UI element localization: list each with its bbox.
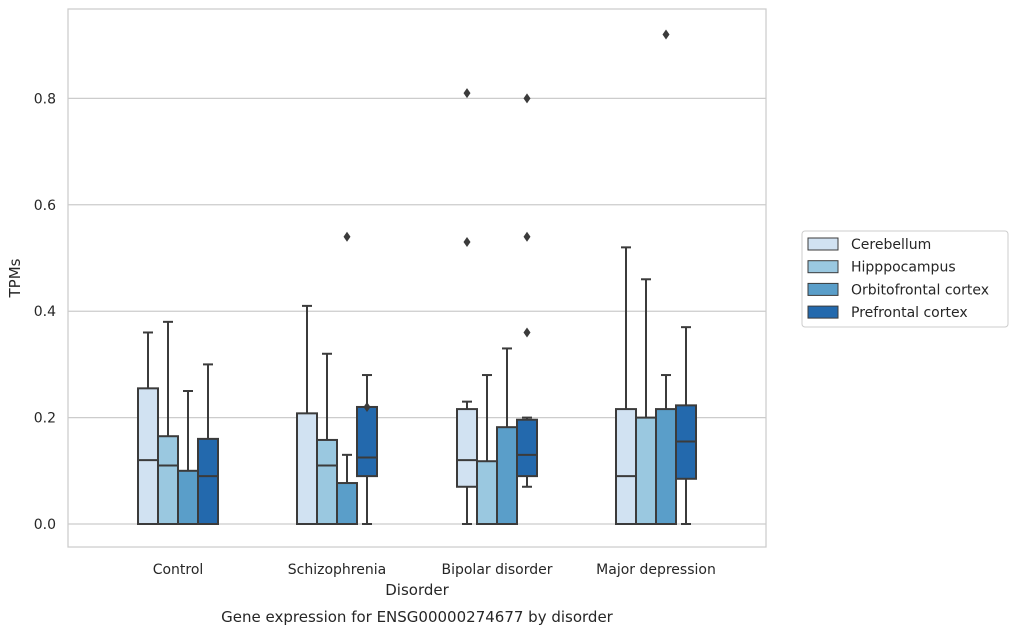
outlier-point bbox=[463, 88, 471, 99]
box-cerebellum bbox=[296, 304, 318, 525]
y-tick-label: 0.8 bbox=[34, 91, 56, 107]
box-hipppocampus bbox=[635, 278, 657, 526]
legend-label: Hipppocampus bbox=[851, 260, 956, 276]
x-tick-label: Control bbox=[153, 562, 204, 578]
box-hipppocampus bbox=[316, 352, 338, 525]
legend-swatch bbox=[807, 282, 839, 296]
y-tick-label: 0.6 bbox=[34, 198, 56, 214]
y-tick-label: 0.0 bbox=[34, 517, 56, 533]
box-prefrontal-cortex bbox=[516, 93, 538, 488]
box-body bbox=[177, 469, 199, 525]
box-body bbox=[356, 405, 378, 478]
legend-frame bbox=[801, 230, 1009, 328]
box-body bbox=[615, 408, 637, 526]
x-tick-label: Bipolar disorder bbox=[441, 562, 552, 578]
box-prefrontal-cortex bbox=[675, 326, 697, 525]
outlier-point bbox=[523, 231, 531, 242]
x-tick-label: Major depression bbox=[596, 562, 716, 578]
box-body bbox=[336, 482, 358, 526]
box-cerebellum bbox=[456, 88, 478, 525]
box-orbitofrontal-cortex bbox=[496, 347, 518, 525]
box-body bbox=[296, 412, 318, 525]
outlier-point bbox=[662, 29, 670, 40]
box-orbitofrontal-cortex bbox=[177, 390, 199, 525]
box-body bbox=[157, 435, 179, 525]
x-axis-ticks: Control Schizophrenia Bipolar disorder Majo… bbox=[153, 562, 716, 578]
outlier-point bbox=[363, 401, 371, 412]
box-cerebellum bbox=[137, 331, 159, 525]
box-orbitofrontal-cortex bbox=[336, 231, 358, 526]
legend-label: Orbitofrontal cortex bbox=[851, 282, 989, 298]
outlier-point bbox=[523, 327, 531, 338]
y-axis-label: TPMs bbox=[6, 258, 24, 298]
box-body bbox=[197, 437, 219, 526]
outlier-point bbox=[463, 237, 471, 248]
chart-title: Gene expression for ENSG00000274677 by d… bbox=[221, 608, 614, 626]
plot-frame bbox=[67, 8, 767, 548]
box-hipppocampus bbox=[476, 374, 498, 525]
box-layer bbox=[137, 29, 697, 526]
box-body bbox=[655, 408, 677, 526]
box-body bbox=[476, 460, 498, 525]
legend: Cerebellum Hipppocampus Orbitofrontal cort… bbox=[801, 230, 1009, 328]
box-body bbox=[456, 408, 478, 488]
y-tick-label: 0.4 bbox=[34, 304, 56, 320]
legend-label: Prefrontal cortex bbox=[851, 305, 968, 321]
y-axis-ticks: 0.0 0.2 0.4 0.6 0.8 bbox=[34, 91, 56, 533]
legend-swatch bbox=[807, 237, 839, 251]
box-orbitofrontal-cortex bbox=[655, 29, 677, 526]
box-cerebellum bbox=[615, 246, 637, 526]
legend-swatch bbox=[807, 305, 839, 319]
box-body bbox=[516, 418, 538, 478]
legend-swatch bbox=[807, 260, 839, 274]
box-hipppocampus bbox=[157, 320, 179, 525]
legend-label: Cerebellum bbox=[851, 237, 931, 253]
box-prefrontal-cortex bbox=[197, 363, 219, 526]
x-tick-label: Schizophrenia bbox=[288, 562, 386, 578]
box-body bbox=[635, 416, 657, 526]
y-tick-label: 0.2 bbox=[34, 411, 56, 427]
outlier-point bbox=[523, 93, 531, 104]
box-body bbox=[496, 426, 518, 525]
box-prefrontal-cortex bbox=[356, 374, 378, 525]
outlier-point bbox=[343, 231, 351, 242]
x-axis-label: Disorder bbox=[385, 581, 449, 599]
box-body bbox=[137, 387, 159, 525]
box-body bbox=[316, 438, 338, 525]
